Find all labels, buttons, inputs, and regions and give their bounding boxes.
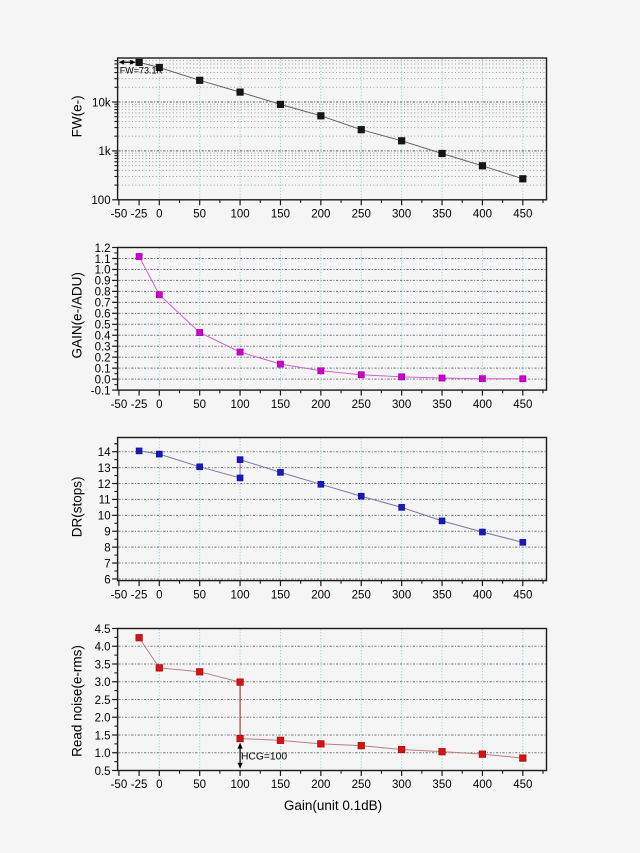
svg-text:1.5: 1.5 <box>95 730 111 742</box>
svg-text:400: 400 <box>473 779 492 791</box>
svg-text:100: 100 <box>91 195 110 207</box>
svg-text:DR(stops): DR(stops) <box>70 477 85 538</box>
svg-text:0: 0 <box>156 399 162 411</box>
svg-text:200: 200 <box>311 209 330 221</box>
svg-text:150: 150 <box>271 209 290 221</box>
svg-text:0.4: 0.4 <box>95 331 112 343</box>
svg-text:0.8: 0.8 <box>95 287 111 299</box>
svg-text:350: 350 <box>432 209 451 221</box>
svg-text:-50: -50 <box>111 779 128 791</box>
svg-text:7: 7 <box>104 558 110 570</box>
svg-text:250: 250 <box>352 589 371 601</box>
svg-text:3.5: 3.5 <box>95 659 111 671</box>
svg-text:450: 450 <box>513 589 532 601</box>
svg-text:-50: -50 <box>111 589 128 601</box>
svg-text:300: 300 <box>392 779 411 791</box>
svg-text:-25: -25 <box>131 779 148 791</box>
svg-text:100: 100 <box>230 589 249 601</box>
svg-text:300: 300 <box>392 399 411 411</box>
svg-text:-0.1: -0.1 <box>91 385 111 397</box>
svg-text:-50: -50 <box>111 399 128 411</box>
svg-text:8: 8 <box>104 542 110 554</box>
svg-text:50: 50 <box>193 779 206 791</box>
svg-text:0.1: 0.1 <box>95 363 111 375</box>
svg-text:0.5: 0.5 <box>95 766 111 778</box>
svg-text:0: 0 <box>156 589 162 601</box>
svg-text:350: 350 <box>432 779 451 791</box>
svg-text:400: 400 <box>473 399 492 411</box>
svg-text:GAIN(e-/ADU): GAIN(e-/ADU) <box>70 272 85 358</box>
svg-text:3.0: 3.0 <box>95 677 111 689</box>
svg-text:0: 0 <box>156 779 162 791</box>
svg-text:14: 14 <box>98 447 111 459</box>
svg-text:FW(e-): FW(e-) <box>70 95 85 137</box>
svg-text:10k: 10k <box>92 97 111 109</box>
svg-text:100: 100 <box>230 779 249 791</box>
svg-text:0.3: 0.3 <box>95 342 111 354</box>
svg-text:0.9: 0.9 <box>95 276 111 288</box>
svg-text:2.0: 2.0 <box>95 713 111 725</box>
svg-text:Gain(unit 0.1dB): Gain(unit 0.1dB) <box>284 798 382 813</box>
svg-text:6: 6 <box>104 574 110 586</box>
svg-text:200: 200 <box>311 589 330 601</box>
svg-text:50: 50 <box>193 399 206 411</box>
svg-text:0.6: 0.6 <box>95 309 111 321</box>
svg-text:350: 350 <box>432 399 451 411</box>
svg-text:0.7: 0.7 <box>95 298 111 310</box>
svg-text:HCG=100: HCG=100 <box>241 751 287 762</box>
svg-text:12: 12 <box>98 479 111 491</box>
svg-text:450: 450 <box>513 209 532 221</box>
svg-text:1.2: 1.2 <box>95 243 111 255</box>
svg-text:0: 0 <box>156 209 162 221</box>
svg-text:300: 300 <box>392 209 411 221</box>
svg-text:9: 9 <box>104 527 110 539</box>
svg-text:0.5: 0.5 <box>95 320 111 332</box>
svg-text:450: 450 <box>513 399 532 411</box>
svg-text:0.2: 0.2 <box>95 352 111 364</box>
svg-text:1.0: 1.0 <box>95 748 111 760</box>
svg-text:-25: -25 <box>131 589 148 601</box>
svg-text:10: 10 <box>98 511 111 523</box>
svg-text:100: 100 <box>230 209 249 221</box>
svg-text:0.0: 0.0 <box>95 374 111 386</box>
svg-text:11: 11 <box>99 495 111 507</box>
svg-text:250: 250 <box>352 399 371 411</box>
svg-text:4.5: 4.5 <box>95 624 111 636</box>
svg-text:250: 250 <box>352 779 371 791</box>
svg-text:4.0: 4.0 <box>95 642 111 654</box>
svg-text:FW=73.1K: FW=73.1K <box>120 66 163 76</box>
svg-text:400: 400 <box>473 589 492 601</box>
svg-text:200: 200 <box>311 399 330 411</box>
svg-text:150: 150 <box>271 589 290 601</box>
svg-text:-50: -50 <box>111 209 128 221</box>
svg-text:250: 250 <box>352 209 371 221</box>
svg-text:300: 300 <box>392 589 411 601</box>
svg-text:100: 100 <box>230 399 249 411</box>
svg-text:2.5: 2.5 <box>95 695 111 707</box>
svg-text:450: 450 <box>513 779 532 791</box>
svg-text:150: 150 <box>271 399 290 411</box>
svg-text:1.0: 1.0 <box>95 265 111 277</box>
svg-text:50: 50 <box>193 589 206 601</box>
svg-text:400: 400 <box>473 209 492 221</box>
svg-text:1.1: 1.1 <box>95 254 111 266</box>
svg-text:200: 200 <box>311 779 330 791</box>
svg-text:350: 350 <box>432 589 451 601</box>
svg-text:150: 150 <box>271 779 290 791</box>
svg-text:-25: -25 <box>131 209 148 221</box>
svg-text:Read noise(e-rms): Read noise(e-rms) <box>70 645 85 757</box>
svg-text:13: 13 <box>98 463 111 475</box>
svg-text:50: 50 <box>193 209 206 221</box>
svg-text:-25: -25 <box>131 399 148 411</box>
svg-text:1k: 1k <box>98 146 110 158</box>
